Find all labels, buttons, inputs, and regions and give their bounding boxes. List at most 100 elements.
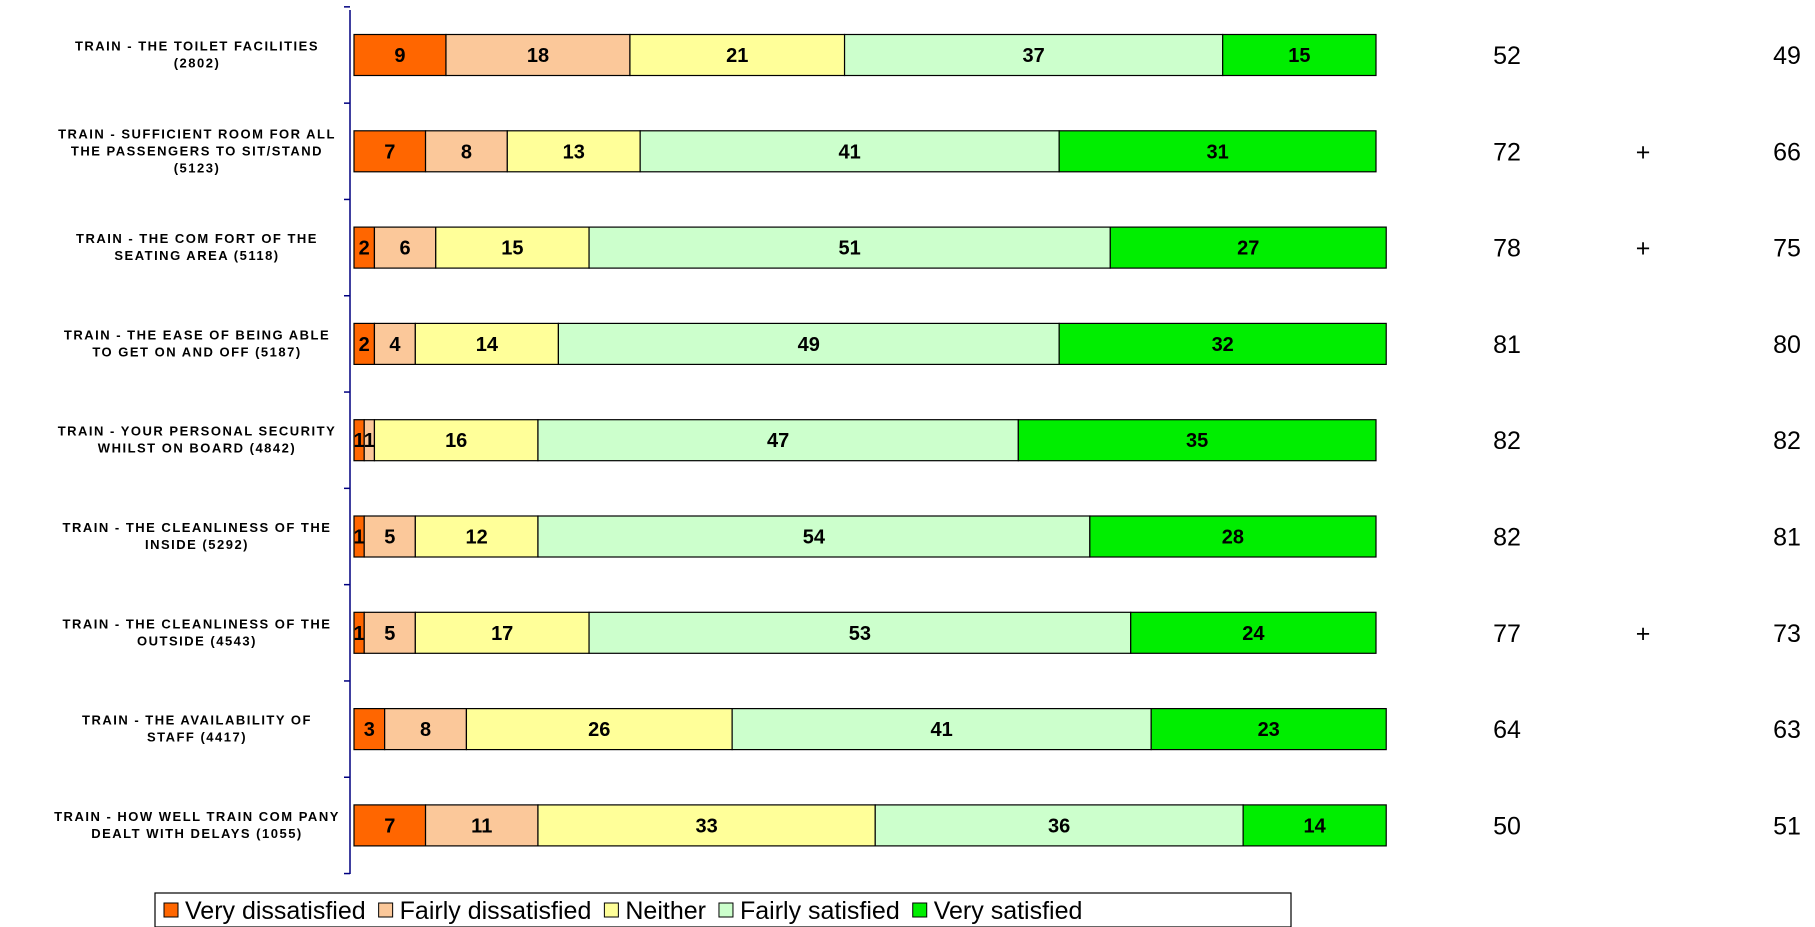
legend-entry-label: Fairly satisfied <box>740 897 900 925</box>
previous-score: 51 <box>1773 812 1801 840</box>
bar-segment-fairly-dissatisfied <box>373 322 416 365</box>
bar-value-label: 35 <box>1186 430 1208 452</box>
previous-score: 63 <box>1773 716 1801 744</box>
bar-segment-fairly-satisfied <box>557 322 1060 365</box>
legend-swatch <box>163 902 179 918</box>
current-score: 52 <box>1493 42 1521 70</box>
previous-score: 82 <box>1773 427 1801 455</box>
bar-value-label: 36 <box>1048 815 1070 837</box>
bar-value-label: 13 <box>563 141 585 163</box>
bar-value-label: 37 <box>1023 45 1045 67</box>
current-score: 82 <box>1493 524 1521 552</box>
bar-value-label: 15 <box>501 238 523 260</box>
current-score: 77 <box>1493 620 1521 648</box>
change-indicator: + <box>1636 235 1651 263</box>
bar-segment-very-satisfied <box>1242 804 1387 847</box>
bar-value-label: 53 <box>849 623 871 645</box>
category-label: TRAIN - YOUR PERSONAL SECURITY WHILST ON … <box>58 424 337 456</box>
bar-value-label: 26 <box>588 719 610 741</box>
bar-segment-fairly-satisfied <box>843 33 1224 77</box>
bar-value-label: 28 <box>1222 527 1244 549</box>
category-label: TRAIN - SUFFICIENT ROOM FOR ALL THE PASSE… <box>58 126 336 175</box>
bar-segment-fairly-dissatisfied <box>363 515 416 558</box>
bar-value-label: 23 <box>1258 719 1280 741</box>
legend-swatch <box>603 902 619 918</box>
current-score: 72 <box>1493 138 1521 166</box>
bar-value-label: 27 <box>1237 238 1259 260</box>
bar-segment-fairly-dissatisfied <box>424 130 508 173</box>
previous-score: 80 <box>1773 331 1801 359</box>
legend-swatch <box>718 902 734 918</box>
bar-value-label: 9 <box>394 45 405 67</box>
bar-segment-neither <box>465 707 733 751</box>
category-label: TRAIN - THE TOILET FACILITIES (2802) <box>75 39 319 71</box>
bar-segment-very-satisfied <box>1150 707 1387 751</box>
current-score: 81 <box>1493 331 1521 359</box>
bar-segment-very-dissatisfied <box>353 130 427 173</box>
bar-segment-fairly-satisfied <box>537 515 1091 558</box>
category-label: TRAIN - THE AVAILABILITY OF STAFF (4417) <box>82 713 312 745</box>
bar-segment-neither <box>537 804 876 847</box>
bar-segment-very-satisfied <box>1109 226 1387 269</box>
bar-value-label: 1 <box>364 430 375 452</box>
bar-segment-fairly-dissatisfied <box>445 33 631 77</box>
bar-segment-very-satisfied <box>1130 611 1377 654</box>
category-label: TRAIN - HOW WELL TRAIN COM PANY DEALT WIT… <box>54 809 340 841</box>
category-label: TRAIN - THE CLEANLINESS OF THE OUTSIDE (4… <box>63 616 332 648</box>
bar-segment-fairly-satisfied <box>874 804 1244 847</box>
category-label: TRAIN - THE EASE OF BEING ABLE TO GET ON … <box>64 327 330 359</box>
bar-segment-neither <box>414 322 560 365</box>
bar-value-label: 16 <box>445 430 467 452</box>
category-label: TRAIN - THE COM FORT OF THE SEATING AREA … <box>76 231 318 263</box>
bar-segment-fairly-dissatisfied <box>384 707 468 751</box>
bar-segment-fairly-satisfied <box>588 611 1132 654</box>
bar-value-label: 7 <box>384 815 395 837</box>
bar-value-label: 31 <box>1206 141 1228 163</box>
bar-segment-very-satisfied <box>1222 33 1377 77</box>
bar-value-label: 1 <box>354 527 365 549</box>
bar-value-label: 17 <box>491 623 513 645</box>
bar-segment-very-dissatisfied <box>353 804 427 847</box>
current-score: 78 <box>1493 235 1521 263</box>
previous-score: 66 <box>1773 138 1801 166</box>
current-score: 64 <box>1493 716 1521 744</box>
bar-segment-fairly-dissatisfied <box>424 804 539 847</box>
bar-value-label: 8 <box>420 719 431 741</box>
bar-value-label: 1 <box>354 623 365 645</box>
legend-entry-label: Neither <box>625 897 706 925</box>
bar-segment-neither <box>414 515 539 558</box>
bar-value-label: 47 <box>767 430 789 452</box>
legend-swatch <box>378 902 394 918</box>
previous-score: 75 <box>1773 235 1801 263</box>
bar-value-label: 12 <box>466 527 488 549</box>
previous-score: 49 <box>1773 42 1801 70</box>
bar-value-label: 54 <box>803 527 826 549</box>
legend-entry-label: Fairly dissatisfied <box>400 897 592 925</box>
bar-value-label: 3 <box>364 719 375 741</box>
bar-segment-fairly-satisfied <box>639 130 1060 173</box>
bar-value-label: 51 <box>839 238 861 260</box>
bar-value-label: 11 <box>471 815 492 837</box>
bar-value-label: 49 <box>798 334 820 356</box>
bar-value-label: 8 <box>461 141 472 163</box>
current-score: 50 <box>1493 812 1521 840</box>
previous-score: 73 <box>1773 620 1801 648</box>
bar-value-label: 14 <box>476 334 499 356</box>
bar-value-label: 5 <box>384 527 395 549</box>
bar-segment-very-satisfied <box>1089 515 1377 558</box>
bar-value-label: 14 <box>1304 815 1327 837</box>
legend-entry-label: Very satisfied <box>934 897 1083 925</box>
bar-value-label: 15 <box>1288 45 1310 67</box>
bar-segment-fairly-satisfied <box>731 707 1152 751</box>
bar-segment-neither <box>414 611 590 654</box>
bar-segment-fairly-satisfied <box>588 226 1111 269</box>
bar-value-label: 33 <box>695 815 717 837</box>
bar-segment-neither <box>373 419 539 462</box>
change-indicator: + <box>1636 620 1651 648</box>
bar-segment-fairly-dissatisfied <box>373 226 437 269</box>
previous-score: 81 <box>1773 524 1801 552</box>
bar-value-label: 32 <box>1212 334 1234 356</box>
legend-swatch <box>912 902 928 918</box>
bar-segment-very-satisfied <box>1058 130 1377 173</box>
